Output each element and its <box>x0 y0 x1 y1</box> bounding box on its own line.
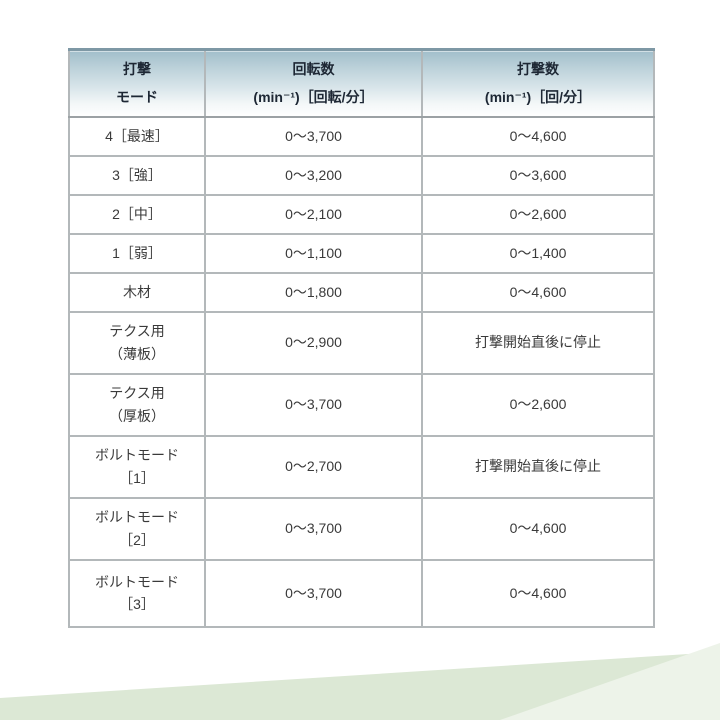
green-wedge-light <box>500 643 720 720</box>
table-row: テクス用 （厚板） 0〜3,700 0〜2,600 <box>68 372 655 437</box>
mode-cell: テクス用 （薄板） <box>68 310 206 375</box>
header-cell-rotation: 回転数 (min⁻¹)［回転/分］ <box>204 48 423 118</box>
header-row: 打撃 モード 回転数 (min⁻¹)［回転/分］ 打撃数 (min⁻¹)［回/分… <box>68 48 655 118</box>
table-row: ボルトモード ［1］ 0〜2,700 打撃開始直後に停止 <box>68 434 655 499</box>
rotation-cell: 0〜3,700 <box>204 558 423 628</box>
mode-cell: ボルトモード ［3］ <box>68 558 206 628</box>
rotation-cell: 0〜3,700 <box>204 115 423 157</box>
impact-cell: 0〜1,400 <box>421 232 655 274</box>
table-row: テクス用 （薄板） 0〜2,900 打撃開始直後に停止 <box>68 310 655 375</box>
rotation-cell: 0〜3,200 <box>204 154 423 196</box>
impact-cell: 打撃開始直後に停止 <box>421 310 655 375</box>
mode-cell: 木材 <box>68 271 206 313</box>
impact-cell: 0〜2,600 <box>421 372 655 437</box>
table-row: 木材 0〜1,800 0〜4,600 <box>68 271 655 313</box>
table-row: 1［弱］ 0〜1,100 0〜1,400 <box>68 232 655 274</box>
mode-cell: 3［強］ <box>68 154 206 196</box>
table-row: 2［中］ 0〜2,100 0〜2,600 <box>68 193 655 235</box>
impact-cell: 0〜4,600 <box>421 558 655 628</box>
table-header: 打撃 モード 回転数 (min⁻¹)［回転/分］ 打撃数 (min⁻¹)［回/分… <box>68 48 655 118</box>
impact-cell: 0〜4,600 <box>421 496 655 561</box>
table-row: 3［強］ 0〜3,200 0〜3,600 <box>68 154 655 196</box>
mode-cell: テクス用 （厚板） <box>68 372 206 437</box>
mode-cell: ボルトモード ［1］ <box>68 434 206 499</box>
mode-cell: 2［中］ <box>68 193 206 235</box>
impact-cell: 0〜3,600 <box>421 154 655 196</box>
green-wedge-decoration <box>0 643 720 720</box>
impact-mode-spec-table-wrap: 打撃 モード 回転数 (min⁻¹)［回転/分］ 打撃数 (min⁻¹)［回/分… <box>68 48 655 628</box>
impact-cell: 0〜4,600 <box>421 271 655 313</box>
rotation-cell: 0〜3,700 <box>204 496 423 561</box>
rotation-cell: 0〜2,900 <box>204 310 423 375</box>
table-row: ボルトモード ［3］ 0〜3,700 0〜4,600 <box>68 558 655 628</box>
impact-cell: 0〜2,600 <box>421 193 655 235</box>
table-row: ボルトモード ［2］ 0〜3,700 0〜4,600 <box>68 496 655 561</box>
impact-mode-spec-table: 打撃 モード 回転数 (min⁻¹)［回転/分］ 打撃数 (min⁻¹)［回/分… <box>68 48 655 628</box>
mode-cell: 4［最速］ <box>68 115 206 157</box>
mode-cell: ボルトモード ［2］ <box>68 496 206 561</box>
header-cell-impact: 打撃数 (min⁻¹)［回/分］ <box>421 48 655 118</box>
rotation-cell: 0〜1,100 <box>204 232 423 274</box>
mode-cell: 1［弱］ <box>68 232 206 274</box>
green-wedge-dark <box>0 652 720 720</box>
rotation-cell: 0〜1,800 <box>204 271 423 313</box>
table-body: 4［最速］ 0〜3,700 0〜4,600 3［強］ 0〜3,200 0〜3,6… <box>68 115 655 628</box>
rotation-cell: 0〜2,100 <box>204 193 423 235</box>
impact-cell: 0〜4,600 <box>421 115 655 157</box>
rotation-cell: 0〜3,700 <box>204 372 423 437</box>
rotation-cell: 0〜2,700 <box>204 434 423 499</box>
header-cell-mode: 打撃 モード <box>68 48 206 118</box>
table-row: 4［最速］ 0〜3,700 0〜4,600 <box>68 115 655 157</box>
impact-cell: 打撃開始直後に停止 <box>421 434 655 499</box>
